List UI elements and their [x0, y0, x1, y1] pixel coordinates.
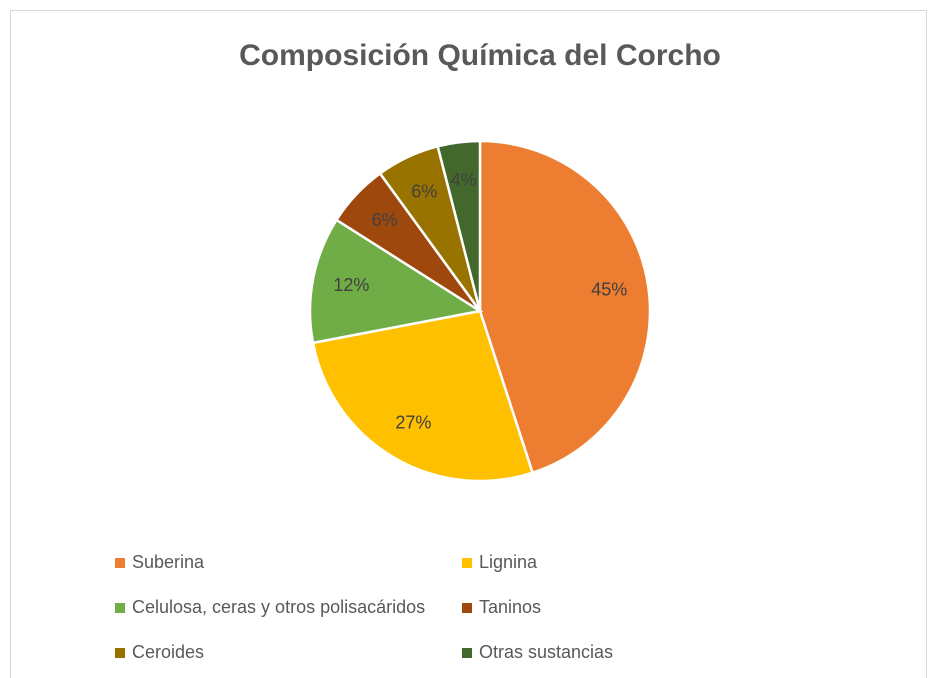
- pie-slice: [478, 139, 652, 475]
- data-label: 27%: [395, 412, 431, 432]
- legend-label: Ceroides: [132, 642, 204, 662]
- data-label: 12%: [333, 275, 369, 295]
- legend-swatch: [462, 603, 472, 613]
- pie-slice: [436, 139, 482, 312]
- legend-swatch: [462, 648, 472, 658]
- data-label: 45%: [591, 279, 627, 299]
- legend-label: Taninos: [479, 597, 541, 617]
- legend-swatch: [115, 603, 125, 613]
- legend-label: Suberina: [132, 552, 205, 572]
- legend-swatch: [462, 558, 472, 568]
- pie-slice: [311, 309, 535, 483]
- legend-label: Lignina: [479, 552, 538, 572]
- legend-label: Celulosa, ceras y otros polisacáridos: [132, 597, 425, 617]
- legend-swatch: [115, 648, 125, 658]
- data-label: 6%: [372, 210, 398, 230]
- chart-title: Composición Química del Corcho: [239, 39, 721, 72]
- data-label: 6%: [411, 181, 437, 201]
- data-label: 4%: [451, 170, 477, 190]
- legend-label: Otras sustancias: [479, 642, 613, 662]
- pie-slice: [308, 218, 484, 345]
- legend-swatch: [115, 558, 125, 568]
